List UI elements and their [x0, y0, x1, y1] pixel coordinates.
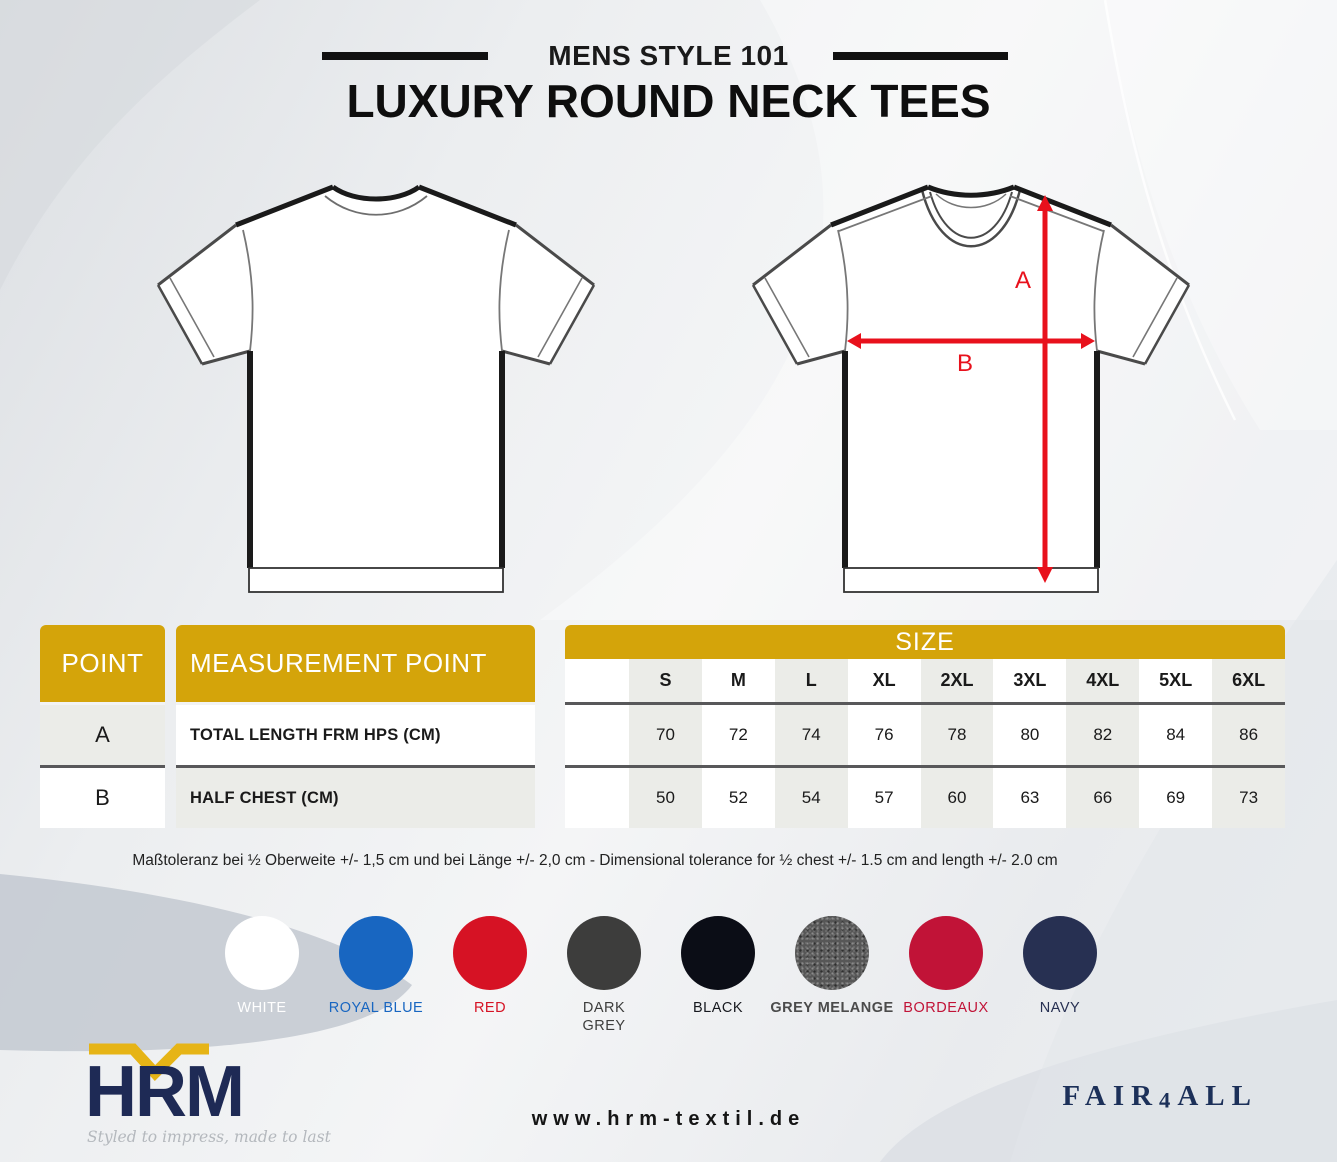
fair4all-part-fair: FAIR: [1062, 1080, 1160, 1112]
swatch-circle: [681, 916, 755, 990]
size-col-header: L: [774, 659, 848, 702]
swatch-navy: NAVY: [1003, 916, 1117, 1035]
size-cell: 69: [1139, 768, 1213, 828]
fair4all-part-four: 4: [1159, 1087, 1178, 1113]
size-cell: 73: [1212, 768, 1286, 828]
point-b-label: B: [957, 350, 973, 377]
size-cell: 50: [629, 768, 702, 828]
size-cell: 72: [701, 705, 775, 765]
size-cell: 82: [1066, 705, 1140, 765]
swatch-dark-grey: DARK GREY: [547, 916, 661, 1035]
swatch-label: NAVY: [1039, 1000, 1081, 1016]
swatch-circle: [225, 916, 299, 990]
size-cell: 57: [847, 768, 921, 828]
measurement-arrow-a: A: [1015, 195, 1053, 583]
size-cell: 78: [920, 705, 994, 765]
row-separator: [176, 765, 535, 768]
size-col-header: 3XL: [993, 659, 1067, 702]
swatch-label: GREY MELANGE: [770, 1000, 894, 1016]
swatch-label: DARK GREY: [582, 1000, 626, 1035]
size-spacer-cell: [565, 768, 629, 828]
size-col-header: 2XL: [920, 659, 994, 702]
swatch-circle: [453, 916, 527, 990]
size-cell: 63: [993, 768, 1067, 828]
website-link[interactable]: www.hrm-textil.de: [531, 1108, 806, 1130]
swatch-label: RED: [473, 1000, 507, 1016]
color-swatch-row: WHITE ROYAL BLUE RED DARK GREY BLACK GRE…: [205, 916, 1117, 1035]
size-col-header: 5XL: [1139, 659, 1213, 702]
swatch-circle: [795, 916, 869, 990]
size-cell: 70: [629, 705, 702, 765]
tshirt-back-illustration: [156, 184, 596, 593]
style-code-heading: MENS STYLE 101: [548, 40, 789, 71]
fair4all-logo: FAIR4ALL: [1062, 1080, 1258, 1113]
size-spacer-cell: [565, 705, 629, 765]
size-cell: 84: [1139, 705, 1213, 765]
measurement-cell-b: HALF CHEST (CM): [176, 768, 535, 828]
size-cell: 54: [774, 768, 848, 828]
size-cell: 86: [1212, 705, 1286, 765]
swatch-label: ROYAL BLUE: [328, 1000, 424, 1016]
measurement-table: MEASUREMENT POINT TOTAL LENGTH FRM HPS (…: [176, 625, 535, 828]
tshirt-front-illustration: A B: [751, 184, 1191, 593]
swatch-black: BLACK: [661, 916, 775, 1035]
measurement-cell-a: TOTAL LENGTH FRM HPS (CM): [176, 705, 535, 765]
swatch-label: BLACK: [692, 1000, 744, 1016]
size-col-header: 6XL: [1212, 659, 1286, 702]
point-a-label: A: [1015, 267, 1031, 294]
size-row-a: 70 72 74 76 78 80 82 84 86: [565, 705, 1286, 765]
measurement-arrow-b: B: [847, 333, 1095, 377]
swatch-circle: [1023, 916, 1097, 990]
fair4all-part-all: ALL: [1177, 1080, 1258, 1112]
title-rule-right: [833, 52, 1008, 60]
row-separator: [565, 765, 1285, 768]
size-col-header: 4XL: [1066, 659, 1140, 702]
swatch-bordeaux: BORDEAUX: [889, 916, 1003, 1035]
size-col-header: M: [701, 659, 775, 702]
size-header-row: S M L XL 2XL 3XL 4XL 5XL 6XL: [565, 659, 1286, 702]
size-cell: 52: [701, 768, 775, 828]
point-table-header: POINT: [40, 625, 165, 705]
size-col-header: XL: [847, 659, 921, 702]
row-separator: [565, 702, 1285, 705]
tolerance-note: Maßtoleranz bei ½ Oberweite +/- 1,5 cm u…: [132, 852, 1058, 869]
swatch-circle: [909, 916, 983, 990]
hrm-tagline: Styled to impress, made to last: [87, 1128, 331, 1146]
hrm-logo-bird-icon: [89, 1043, 209, 1081]
size-cell: 76: [847, 705, 921, 765]
size-cell: 80: [993, 705, 1067, 765]
swatch-white: WHITE: [205, 916, 319, 1035]
measurement-table-header: MEASUREMENT POINT: [176, 625, 535, 705]
size-cell: 66: [1066, 768, 1140, 828]
size-row-b: 50 52 54 57 60 63 66 69 73: [565, 768, 1286, 828]
swatch-label: BORDEAUX: [903, 1000, 989, 1016]
size-table-header: SIZE: [565, 625, 1285, 659]
point-cell-a: A: [40, 705, 165, 765]
swatch-circle: [339, 916, 413, 990]
swatch-royal-blue: ROYAL BLUE: [319, 916, 433, 1035]
size-table: SIZE S M L XL 2XL 3XL 4XL 5XL 6XL 70 72 …: [565, 625, 1286, 828]
swatch-grey-melange: GREY MELANGE: [770, 916, 893, 1035]
point-cell-b: B: [40, 768, 165, 828]
size-cell: 60: [920, 768, 994, 828]
swatch-red: RED: [433, 916, 547, 1035]
size-cell: 74: [774, 705, 848, 765]
swatch-label: WHITE: [237, 1000, 287, 1016]
point-table: POINT A B: [40, 625, 165, 828]
page-title: LUXURY ROUND NECK TEES: [346, 75, 991, 127]
swatch-circle: [567, 916, 641, 990]
hrm-logo-text: HRM: [85, 1052, 245, 1132]
size-spacer-cell: [565, 659, 629, 702]
size-col-header: S: [629, 659, 702, 702]
title-rule-left: [322, 52, 488, 60]
row-separator: [40, 765, 165, 768]
